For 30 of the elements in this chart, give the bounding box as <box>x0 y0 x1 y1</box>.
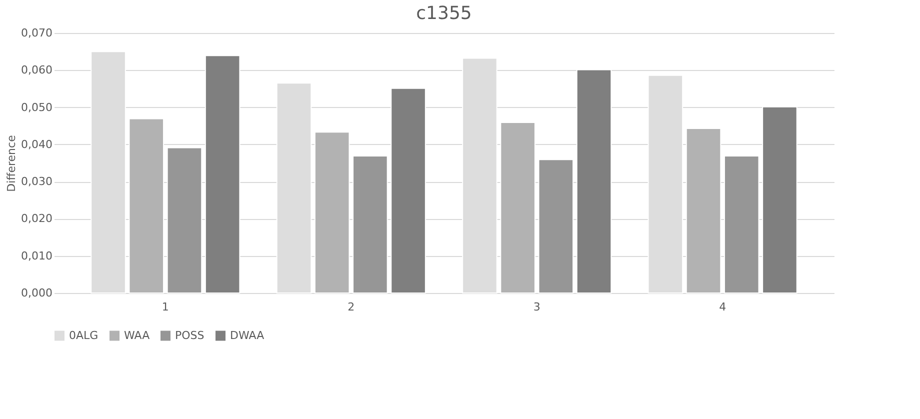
legend-label: DWAA <box>230 328 265 342</box>
y-tick-label: 0,030 <box>21 175 52 188</box>
x-tick-label: 3 <box>533 300 540 314</box>
bar <box>166 147 202 294</box>
legend-label: 0ALG <box>69 328 98 342</box>
bar <box>686 128 722 294</box>
legend-label: WAA <box>124 328 150 342</box>
y-tick-label: 0,060 <box>21 64 52 77</box>
y-tick-label: 0,050 <box>21 100 52 114</box>
bar <box>538 159 574 294</box>
bar <box>576 69 612 294</box>
y-tick-label: 0,070 <box>21 26 52 40</box>
x-tick-label: 4 <box>719 300 726 314</box>
y-tick-label: 0,020 <box>21 212 52 226</box>
y-tick-label: 0,010 <box>21 249 52 262</box>
bar <box>390 88 426 294</box>
chart-title: c1355 <box>416 3 472 24</box>
bar <box>314 132 350 294</box>
x-tick-label: 2 <box>348 300 355 314</box>
bar <box>762 106 798 294</box>
x-tick-label: 1 <box>162 300 169 314</box>
y-axis-title: Difference <box>5 134 18 192</box>
bar <box>352 155 388 294</box>
y-tick-label: 0,000 <box>21 286 52 300</box>
bar <box>500 122 536 294</box>
bar <box>724 155 760 294</box>
legend-label: POSS <box>175 328 204 342</box>
y-tick-label: 0,040 <box>21 138 52 151</box>
bar <box>204 55 240 294</box>
bar <box>128 118 164 294</box>
